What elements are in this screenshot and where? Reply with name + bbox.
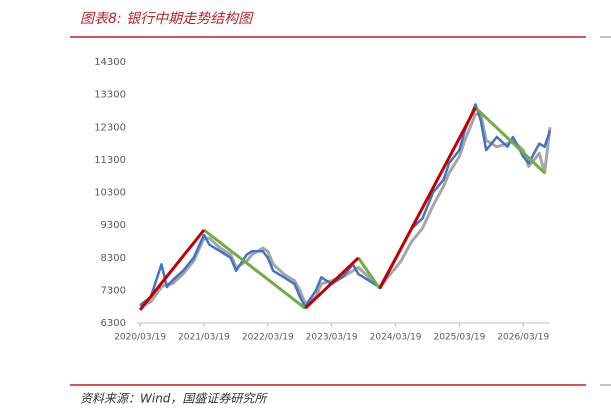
series-line	[139, 112, 552, 309]
series-line	[304, 256, 360, 310]
source-note: 资料来源：Wind，国盛证券研究所	[80, 392, 268, 406]
x-tick-label: 2021/03/19	[178, 333, 230, 343]
series-line	[357, 256, 381, 290]
x-tick-label: 2023/03/19	[306, 333, 358, 343]
y-tick-label: 11300	[94, 155, 126, 166]
y-tick-label: 6300	[101, 318, 126, 329]
series-line	[138, 229, 206, 311]
chart-title: 图表8: 银行中期走势结构图	[80, 11, 254, 27]
y-tick-label: 8300	[101, 253, 126, 264]
x-tick-label: 2024/03/19	[370, 333, 422, 343]
series-line	[474, 106, 546, 174]
series-line	[378, 106, 477, 290]
y-tick-label: 10300	[94, 188, 126, 199]
series-line	[203, 228, 307, 310]
series-line	[139, 103, 552, 308]
y-tick-label: 12300	[94, 122, 126, 133]
x-tick-label: 2020/03/19	[114, 333, 166, 343]
y-tick-label: 7300	[101, 285, 126, 296]
y-tick-label: 13300	[94, 90, 126, 101]
x-tick-label: 2025/03/19	[433, 333, 485, 343]
y-tick-label: 9300	[101, 220, 126, 231]
x-tick-label: 2022/03/19	[242, 333, 294, 343]
x-tick-label: 2026/03/19	[497, 333, 549, 343]
y-tick-label: 14300	[94, 57, 126, 68]
